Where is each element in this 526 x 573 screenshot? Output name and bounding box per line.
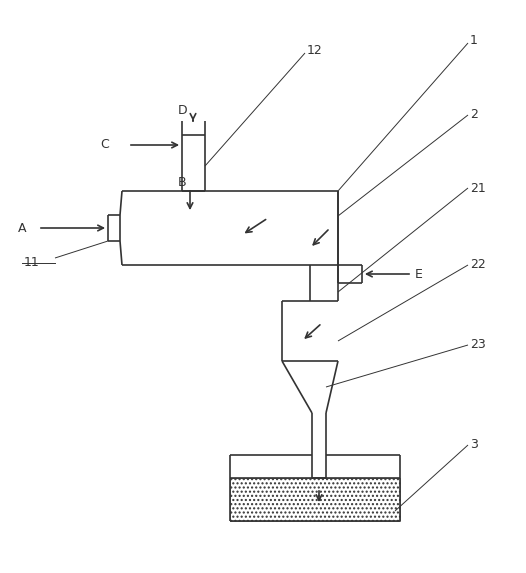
Text: B: B [178, 175, 187, 189]
Bar [230, 478, 400, 521]
Text: E: E [415, 268, 423, 281]
Text: 11: 11 [24, 257, 40, 269]
Text: 1: 1 [470, 34, 478, 48]
Text: 3: 3 [470, 438, 478, 452]
Text: 23: 23 [470, 339, 485, 351]
Text: 21: 21 [470, 182, 485, 194]
Text: 22: 22 [470, 258, 485, 272]
Text: A: A [18, 222, 26, 234]
Text: D: D [178, 104, 188, 116]
Text: 2: 2 [470, 108, 478, 121]
Text: 12: 12 [307, 45, 323, 57]
Text: C: C [100, 139, 109, 151]
